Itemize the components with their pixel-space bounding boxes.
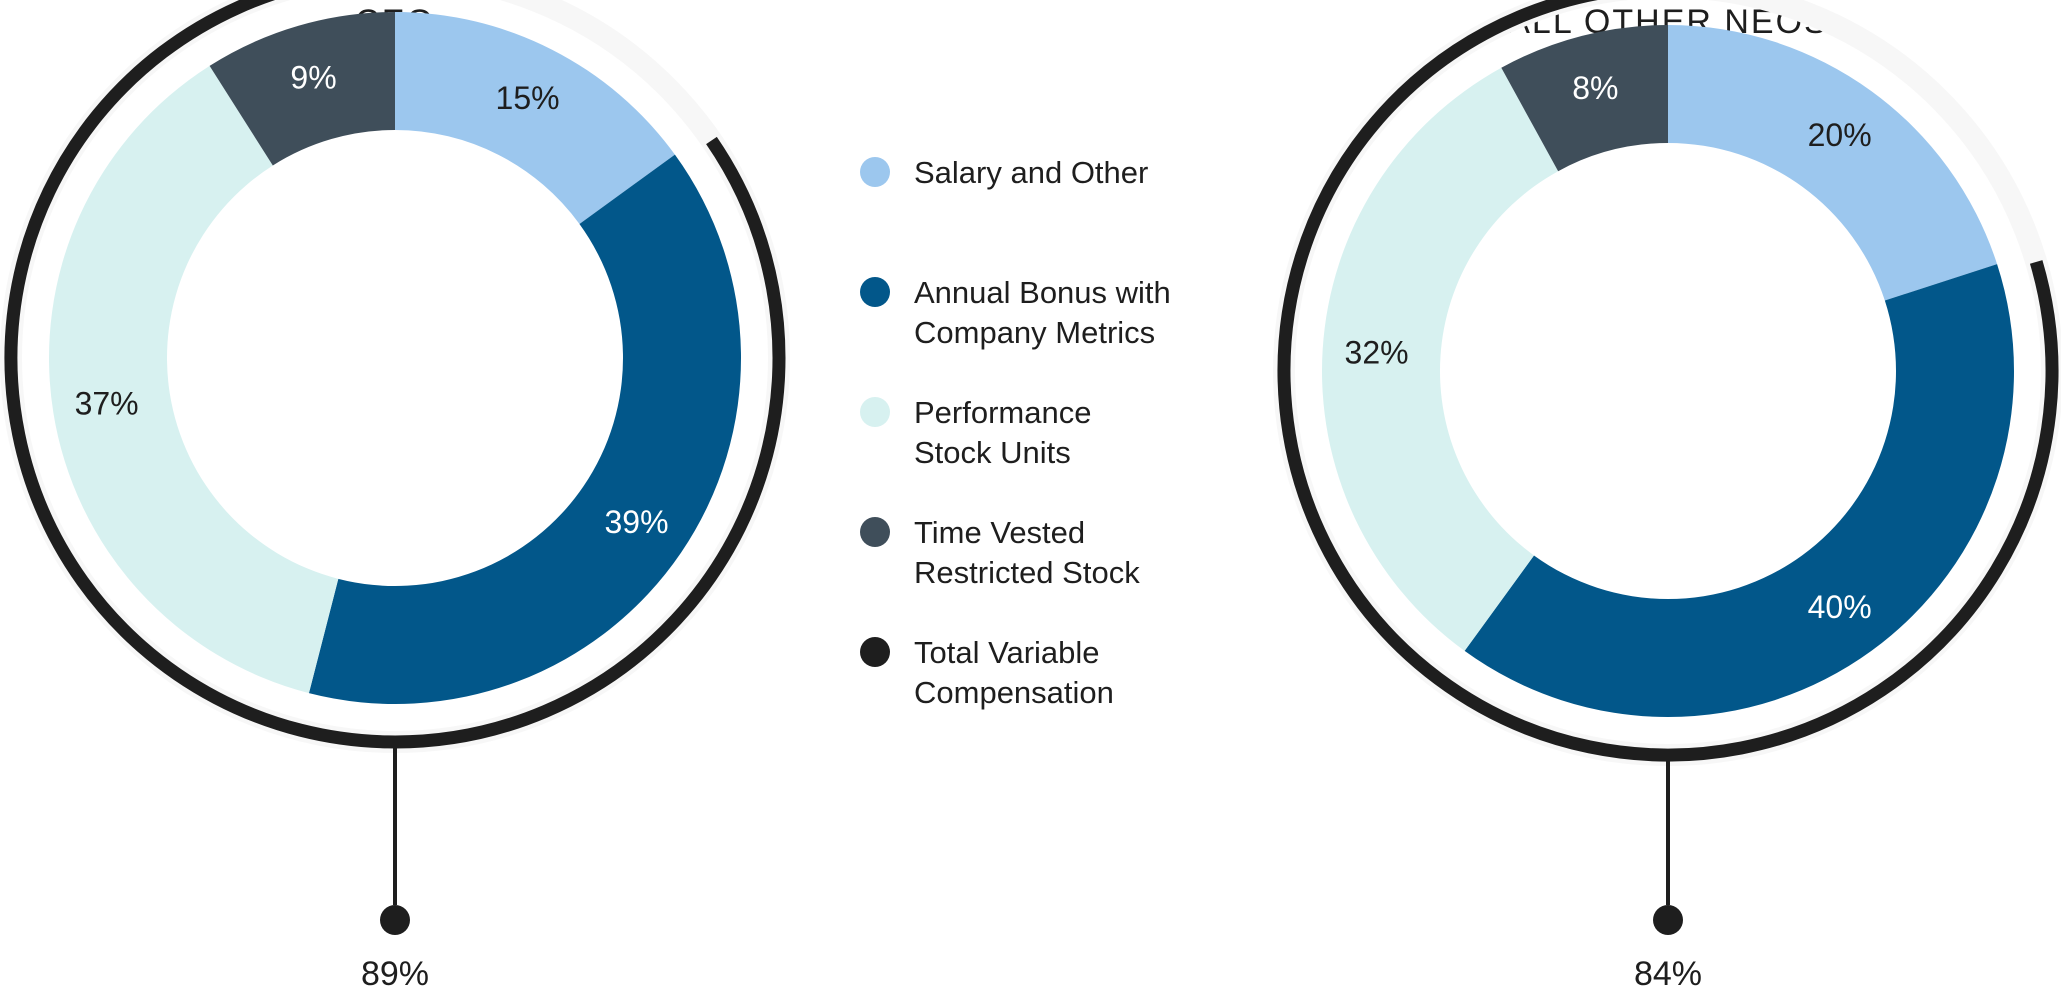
ceo-total-variable-dot: [380, 905, 410, 935]
ceo-slice-time-vested-restricted-stock: [209, 12, 395, 166]
legend-label-line: Company Metrics: [914, 315, 1155, 350]
other-neos-slice-time-vested-restricted-stock: [1501, 25, 1668, 172]
legend-label-line: Time Vested: [914, 515, 1085, 550]
legend-label-line: Stock Units: [914, 435, 1071, 470]
ceo-slice-label-performance-stock-units: 37%: [75, 386, 139, 422]
other-neos-total-variable-dot: [1653, 905, 1683, 935]
other-neos-slice-label-salary-and-other: 20%: [1808, 117, 1872, 153]
other-neos-slice-label-time-vested-restricted-stock: 8%: [1572, 70, 1618, 106]
legend-swatch: [860, 397, 890, 427]
legend: Salary and Other Annual Bonus with Company…: [860, 155, 1171, 710]
legend-label-line: Restricted Stock: [914, 555, 1140, 590]
other-neos-slice-label-annual-bonus-with-company-metrics: 40%: [1808, 589, 1872, 625]
legend-label-line: Compensation: [914, 675, 1114, 710]
other-neos-slice-annual-bonus-with-company-metrics: [1464, 264, 2015, 717]
ceo-donut-chart: CEO15%39%37%9%89%: [0, 0, 790, 993]
ceo-slice-performance-stock-units: [49, 65, 339, 694]
legend-item-annual-bonus-with-company-metrics: Annual Bonus with Company Metrics: [860, 275, 1171, 350]
other-neos-slice-label-performance-stock-units: 32%: [1345, 335, 1409, 371]
legend-label-line: Salary and Other: [914, 155, 1148, 190]
other-neos-total-variable-arc: [1277, 0, 2059, 762]
legend-label-line: Total Variable: [914, 635, 1100, 670]
legend-swatch: [860, 157, 890, 187]
other-neos-total-variable-label: 84%: [1634, 955, 1702, 993]
ceo-slice-label-annual-bonus-with-company-metrics: 39%: [604, 504, 668, 540]
legend-swatch: [860, 277, 890, 307]
legend-swatch: [860, 517, 890, 547]
ceo-slice-salary-and-other: [395, 12, 675, 224]
legend-label-line: Performance: [914, 395, 1091, 430]
ceo-slice-annual-bonus-with-company-metrics: [308, 154, 741, 705]
ceo-total-variable-label: 89%: [361, 955, 429, 993]
legend-item-total-variable-compensation: Total Variable Compensation: [860, 635, 1114, 710]
legend-item-performance-stock-units: Performance Stock Units: [860, 395, 1091, 470]
other-neos-slice-performance-stock-units: [1322, 67, 1559, 651]
ceo-slice-label-time-vested-restricted-stock: 9%: [290, 60, 336, 96]
ceo-total-variable-arc: [4, 0, 786, 749]
ceo-slice-label-salary-and-other: 15%: [496, 80, 560, 116]
legend-item-salary-and-other: Salary and Other: [860, 155, 1148, 190]
legend-swatch: [860, 637, 890, 667]
other-neos-slice-salary-and-other: [1668, 25, 1998, 301]
legend-item-time-vested-restricted-stock: Time Vested Restricted Stock: [860, 515, 1140, 590]
legend-label-line: Annual Bonus with: [914, 275, 1171, 310]
